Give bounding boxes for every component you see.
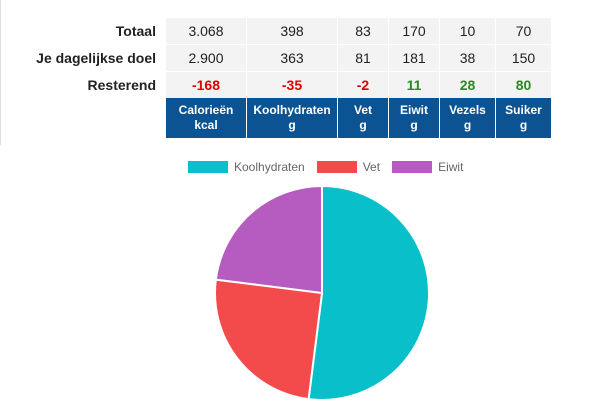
- legend-swatch-koolhydraten: [188, 161, 228, 173]
- legend-label-vet: Vet: [362, 160, 381, 174]
- header-carbs: Koolhydraten g: [246, 98, 338, 138]
- cell-total-protein: 170: [388, 18, 440, 45]
- cell-goal-protein: 181: [388, 44, 440, 72]
- cell-remaining-protein: 11: [388, 71, 440, 98]
- cell-total-fat: 83: [337, 18, 389, 45]
- legend-label-koolhydraten: Koolhydraten: [234, 160, 305, 174]
- cell-goal-fiber: 38: [439, 44, 496, 72]
- header-protein-name: Eiwit: [399, 103, 428, 117]
- cell-goal-sugar: 150: [495, 44, 552, 72]
- left-divider: [0, 0, 1, 145]
- row-label-total: Totaal: [8, 18, 166, 45]
- cell-remaining-fat: -2: [337, 71, 389, 98]
- pie-slice-koolhydraten[interactable]: [307, 184, 430, 401]
- header-fiber: Vezels g: [439, 98, 496, 138]
- header-carbs-name: Koolhydraten: [253, 103, 331, 117]
- header-calories-unit: kcal: [194, 118, 218, 132]
- table-row-remaining: Resterend -168 -35 -2 11 28 80: [8, 71, 552, 98]
- legend-swatch-vet: [316, 161, 357, 173]
- table-row-goal: Je dagelijkse doel 2.900 363 81 181 38 1…: [8, 44, 552, 72]
- cell-remaining-sugar: 80: [495, 71, 552, 98]
- legend-item-eiwit[interactable]: Eiwit: [392, 160, 463, 174]
- legend-item-koolhydraten[interactable]: Koolhydraten: [188, 160, 305, 174]
- header-calories: Calorieën kcal: [166, 98, 247, 138]
- cell-goal-fat: 81: [337, 44, 389, 72]
- table-row-total: Totaal 3.068 398 83 170 10 70: [8, 18, 552, 45]
- header-fat: Vet g: [337, 98, 389, 138]
- cell-total-fiber: 10: [439, 18, 496, 45]
- header-protein-unit: g: [410, 118, 418, 132]
- cell-remaining-fiber: 28: [439, 71, 496, 98]
- table-header-row: Calorieën kcal Koolhydraten g Vet g Eiwit g …: [8, 98, 552, 138]
- nutrition-summary-table: Totaal 3.068 398 83 170 10 70 Je dagelij…: [8, 18, 552, 138]
- header-sugar: Suiker g: [495, 98, 552, 138]
- header-fiber-unit: g: [463, 118, 472, 132]
- legend-label-eiwit: Eiwit: [438, 160, 464, 174]
- header-calories-name: Calorieën: [178, 103, 234, 117]
- header-carbs-unit: g: [288, 118, 296, 132]
- chart-legend: Koolhydraten Vet Eiwit: [188, 160, 475, 174]
- header-fat-name: Vet: [353, 103, 372, 117]
- row-label-remaining: Resterend: [8, 71, 166, 98]
- legend-item-vet[interactable]: Vet: [316, 160, 381, 174]
- cell-total-calories: 3.068: [166, 18, 247, 45]
- cell-remaining-calories: -168: [166, 71, 247, 98]
- cell-remaining-carbs: -35: [246, 71, 338, 98]
- pie-slice-vet[interactable]: [214, 278, 324, 401]
- legend-swatch-eiwit: [392, 161, 433, 173]
- header-sugar-unit: g: [519, 118, 528, 132]
- row-label-goal: Je dagelijkse doel: [8, 44, 166, 72]
- header-protein: Eiwit g: [388, 98, 440, 138]
- header-fiber-name: Vezels: [449, 103, 486, 117]
- cell-total-carbs: 398: [246, 18, 338, 45]
- cell-goal-carbs: 363: [246, 44, 338, 72]
- cell-goal-calories: 2.900: [166, 44, 247, 72]
- header-sugar-name: Suiker: [505, 103, 542, 117]
- header-fat-unit: g: [359, 118, 367, 132]
- cell-total-sugar: 70: [495, 18, 552, 45]
- pie-slice-eiwit[interactable]: [214, 184, 323, 295]
